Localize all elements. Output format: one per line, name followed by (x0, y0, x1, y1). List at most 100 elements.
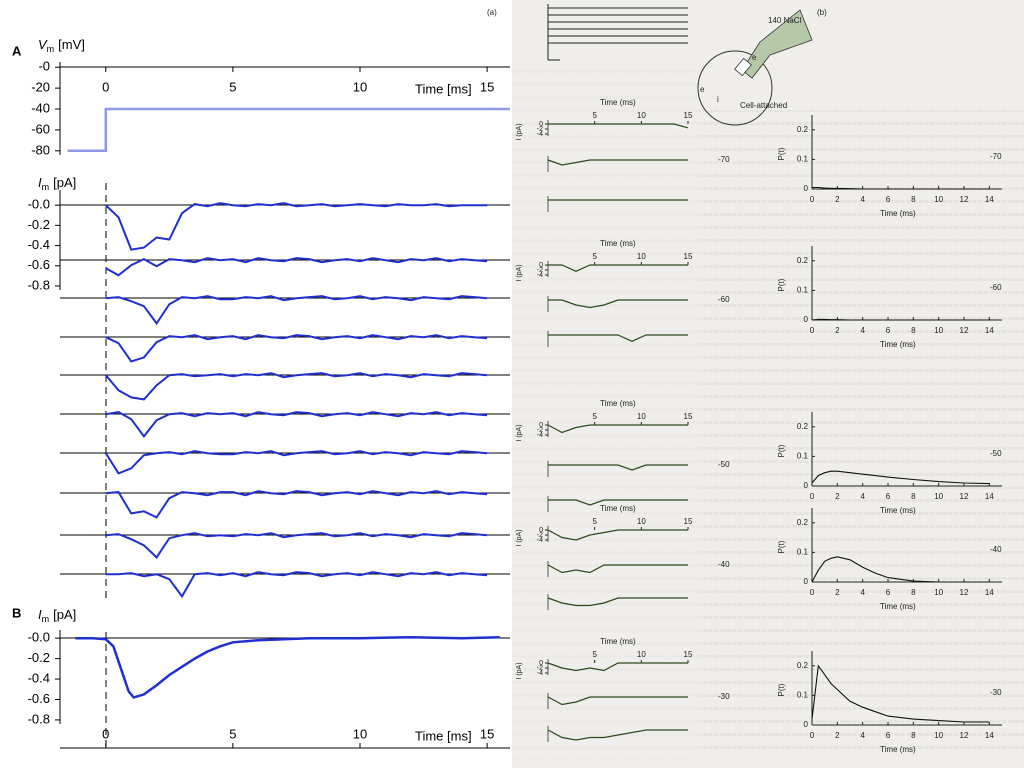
trace (105, 202, 488, 251)
probability-curve (811, 664, 990, 723)
x-tick-label: 15 (684, 517, 693, 526)
x-tick-label: 15 (480, 79, 494, 94)
x-tick-label: 14 (985, 195, 994, 204)
x-axis-label: Time (ms) (880, 602, 916, 611)
x-axis-label: Time (ms) (600, 98, 636, 107)
x-tick-label: 15 (480, 726, 494, 741)
trace (105, 532, 488, 559)
trace (104, 450, 488, 475)
y-tick-label: 0.2 (797, 518, 809, 527)
trace (105, 295, 488, 326)
y-tick-label: 0 (539, 121, 543, 128)
x-tick-label: 10 (637, 111, 646, 120)
y-axis-label: P(t) (777, 540, 786, 553)
trace (105, 334, 488, 363)
x-tick-label: 10 (934, 731, 943, 740)
x-tick-label: 6 (886, 195, 891, 204)
y-tick-label: -80 (31, 142, 50, 157)
electrode-label: e (752, 53, 757, 62)
y-tick-label: -0.2 (28, 217, 50, 232)
voltage-label: -30 (990, 688, 1002, 697)
panel-label: B (12, 605, 21, 620)
x-tick-label: 10 (637, 517, 646, 526)
voltage-label: -40 (990, 545, 1002, 554)
scan-text-texture (700, 110, 1024, 750)
trace (547, 564, 688, 574)
x-tick-label: 0 (810, 326, 815, 335)
x-tick-label: 15 (684, 650, 693, 659)
x-tick-label: 12 (960, 195, 969, 204)
y-tick-label: -0.6 (28, 257, 50, 272)
y-tick-label: 0.2 (797, 422, 809, 431)
y-tick-label: -0 (38, 59, 50, 74)
x-tick-label: 15 (684, 111, 693, 120)
x-axis-label: Time (ms) (880, 506, 916, 515)
x-tick-label: 10 (637, 252, 646, 261)
x-axis-label: Time (ms) (600, 637, 636, 646)
x-tick-label: 10 (934, 588, 943, 597)
x-tick-label: 10 (934, 492, 943, 501)
x-axis-label: Time (ms) (880, 209, 916, 218)
y-tick-label: -2 (537, 427, 543, 434)
y-label-subscript: m (42, 182, 50, 192)
y-tick-label: 0 (539, 422, 543, 429)
x-tick-label: 14 (985, 326, 994, 335)
voltage-label: -70 (718, 155, 730, 164)
x-tick-label: 2 (835, 588, 840, 597)
trace (547, 159, 688, 166)
y-label-unit: [pA] (53, 607, 76, 622)
trace (548, 264, 688, 272)
x-axis-label: Time (ms) (600, 239, 636, 248)
y-axis-label: I (pA) (516, 424, 523, 441)
step-protocol (547, 4, 688, 61)
trace (547, 529, 688, 541)
x-tick-label: 10 (934, 195, 943, 204)
x-tick-label: 5 (229, 79, 236, 94)
x-tick-label: 0 (810, 492, 815, 501)
x-tick-label: 15 (684, 412, 693, 421)
y-label-symbol: I (38, 175, 42, 190)
x-tick-label: 5 (592, 111, 597, 120)
x-axis-label: Time [ms] (415, 81, 472, 96)
y-label-symbol: I (38, 607, 42, 622)
y-axis-label: P(t) (777, 683, 786, 696)
y-tick-label: 0 (804, 577, 809, 586)
voltage-label: -50 (990, 449, 1002, 458)
y-tick-label: -60 (31, 121, 50, 136)
y-axis-label: I (pA) (516, 529, 523, 546)
figure-label: (b) (817, 8, 827, 17)
configuration-label: Cell-attached (740, 101, 787, 110)
y-tick-label: -0.6 (28, 691, 50, 706)
y-tick-label: -2 (537, 126, 543, 133)
trace (548, 334, 688, 342)
y-label-subscript: m (47, 44, 55, 54)
probability-curve (811, 318, 990, 321)
y-axis-label: I (pA) (516, 123, 523, 140)
trace (548, 299, 688, 309)
voltage-label: -70 (990, 152, 1002, 161)
x-tick-label: 14 (985, 588, 994, 597)
voltage-label: -60 (718, 295, 730, 304)
y-tick-label: 0 (804, 315, 809, 324)
y-label-unit: [mV] (58, 37, 85, 52)
y-tick-label: -4 (537, 131, 543, 138)
x-tick-label: 4 (860, 326, 865, 335)
x-tick-label: 8 (911, 326, 916, 335)
x-axis-label: Time (ms) (600, 504, 636, 513)
y-axis-label: I (pA) (516, 662, 523, 679)
y-tick-label: 0.2 (797, 661, 809, 670)
y-tick-label: -0.4 (28, 237, 50, 252)
y-axis-label: Vm [mV] (38, 37, 85, 54)
x-tick-label: 5 (592, 517, 597, 526)
y-tick-label: 0.1 (797, 548, 809, 557)
y-tick-label: -0.2 (28, 650, 50, 665)
x-tick-label: 12 (960, 588, 969, 597)
trace (547, 424, 688, 434)
trace (105, 411, 488, 439)
x-tick-label: 12 (960, 492, 969, 501)
trace (67, 107, 510, 153)
y-tick-label: 0.1 (797, 452, 809, 461)
x-tick-label: 6 (886, 588, 891, 597)
y-tick-label: -2 (537, 267, 543, 274)
x-tick-label: 8 (911, 588, 916, 597)
